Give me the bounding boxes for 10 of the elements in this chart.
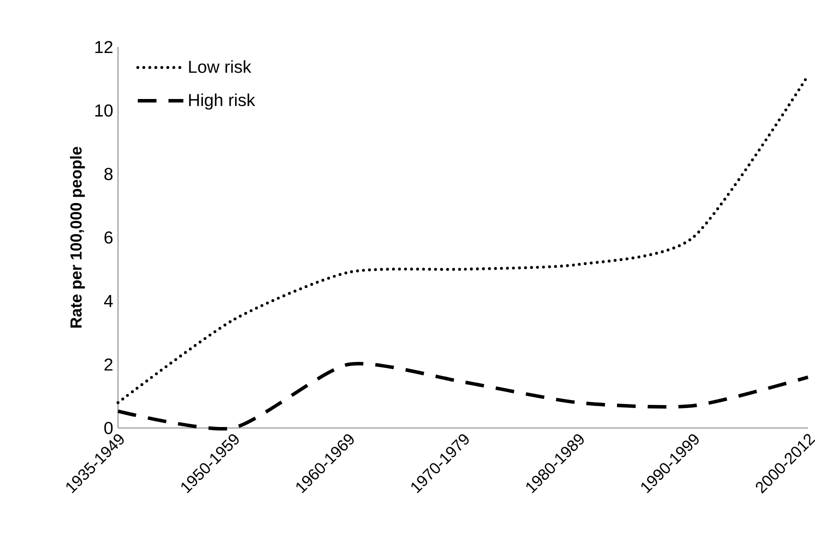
y-tick-label: 4	[104, 295, 113, 307]
legend-label: High risk	[189, 93, 256, 110]
y-tick-label: 0	[104, 422, 113, 434]
y-tick-label: 10	[95, 104, 113, 117]
y-tick-label: 12	[95, 40, 112, 54]
legend-label: Low risk	[189, 60, 252, 73]
y-tick-label: 2	[104, 358, 112, 371]
y-tick-label: 8	[104, 168, 113, 180]
y-axis-title: Rate per 100,000 people	[70, 146, 85, 328]
y-tick-label: 6	[104, 231, 113, 244]
